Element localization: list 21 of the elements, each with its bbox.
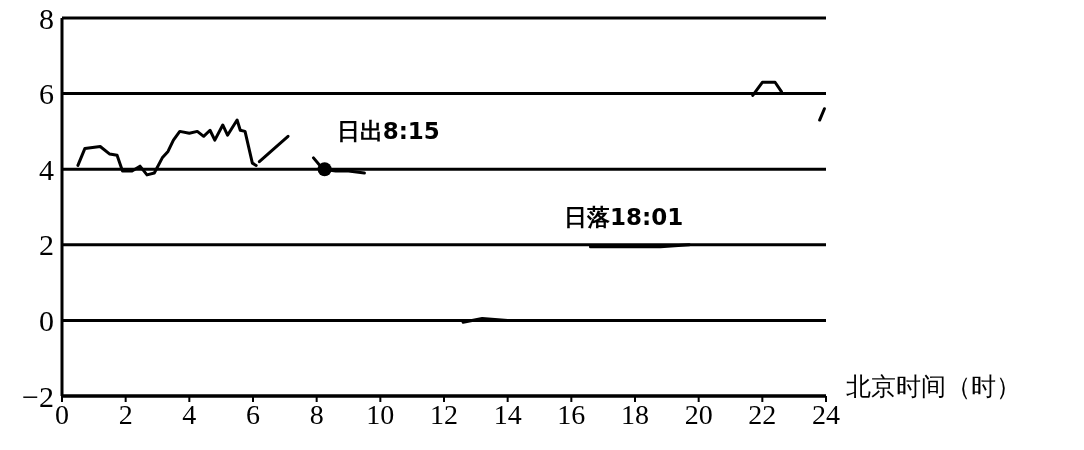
y-tick-label: 0 [39,304,54,338]
y-tick-label: 4 [39,152,54,186]
x-tick-label: 6 [246,398,260,430]
annotation: 日出8:15 [336,118,440,145]
x-tick-label: 24 [812,398,840,430]
y-tick-label: 8 [39,1,54,35]
x-tick-label: 10 [366,398,395,430]
x-tick-label: 22 [748,398,777,430]
y-tick-label: 6 [39,77,54,111]
x-tick-label: 12 [430,398,458,430]
x-tick-label: 18 [621,398,649,430]
x-tick-label: 8 [309,398,324,430]
x-tick-label: 14 [493,398,522,430]
annotation: 日落18:01 [564,203,684,230]
x-tick-label: 4 [182,398,197,430]
x-tick-label: 2 [118,398,133,430]
y-tick-label: −2 [22,379,54,413]
x-axis-title: 北京时间（时） [846,371,1021,403]
x-tick-label: 20 [684,398,713,430]
y-tick-label: 2 [39,228,54,262]
x-tick-label: 16 [557,398,586,430]
